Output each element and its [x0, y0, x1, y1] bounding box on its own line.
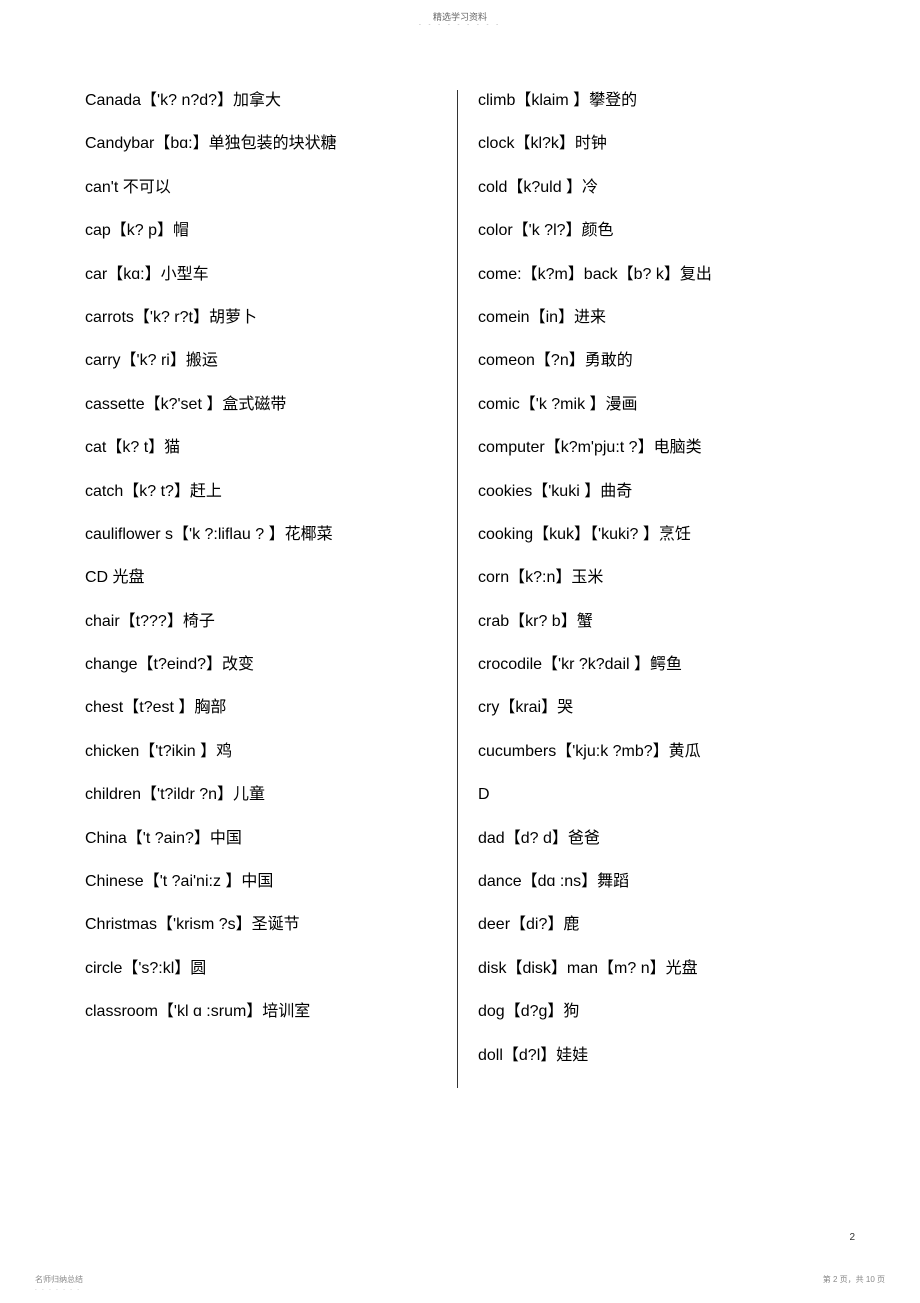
vocab-entry: classroom【'kl ɑ :srum】培训室	[85, 1001, 442, 1023]
vocab-entry: D	[478, 784, 835, 806]
vocab-entry: circle【's?:kl】圆	[85, 958, 442, 980]
vocab-entry: comic【'k ?mik 】漫画	[478, 394, 835, 416]
vocab-entry: CD 光盘	[85, 567, 442, 589]
footer-left-dots: - - - - - - -	[35, 1287, 81, 1293]
vocab-entry: Canada【'k? n?d?】加拿大	[85, 90, 442, 112]
vocab-entry: carry【'k? ri】搬运	[85, 350, 442, 372]
vocab-entry: dance【dɑ :ns】舞蹈	[478, 871, 835, 893]
vocab-entry: Christmas【'krism ?s】圣诞节	[85, 914, 442, 936]
vocab-entry: comeon【?n】勇敢的	[478, 350, 835, 372]
vocab-entry: cry【krai】哭	[478, 697, 835, 719]
header-dots: - - - - - - - - -	[419, 22, 501, 28]
vocab-entry: chest【t?est 】胸部	[85, 697, 442, 719]
vocab-entry: chair【t???】椅子	[85, 611, 442, 633]
vocab-entry: cookies【'kuki 】曲奇	[478, 481, 835, 503]
right-column: climb【klaim 】攀登的 clock【kl?k】时钟 cold【k?ul…	[457, 90, 835, 1088]
vocab-entry: dog【d?g】狗	[478, 1001, 835, 1023]
vocab-entry: car【kɑ:】小型车	[85, 264, 442, 286]
vocab-entry: disk【disk】man【m? n】光盘	[478, 958, 835, 980]
vocab-entry: children【't?ildr ?n】儿童	[85, 784, 442, 806]
vocab-entry: cooking【kuk】【'kuki? 】烹饪	[478, 524, 835, 546]
vocab-entry: deer【di?】鹿	[478, 914, 835, 936]
vocab-entry: clock【kl?k】时钟	[478, 133, 835, 155]
vocab-entry: change【t?eind?】改变	[85, 654, 442, 676]
vocab-entry: can't 不可以	[85, 177, 442, 199]
vocab-entry: crocodile【'kr ?k?dail 】鳄鱼	[478, 654, 835, 676]
vocab-entry: Chinese【't ?ai'ni:z 】中国	[85, 871, 442, 893]
vocab-entry: cap【k? p】帽	[85, 220, 442, 242]
vocab-entry: crab【kr? b】蟹	[478, 611, 835, 633]
vocab-entry: cassette【k?'set 】盒式磁带	[85, 394, 442, 416]
vocab-entry: cucumbers【'kju:k ?mb?】黄瓜	[478, 741, 835, 763]
vocab-entry: come:【k?m】back【b? k】复出	[478, 264, 835, 286]
content-area: Canada【'k? n?d?】加拿大 Candybar【bɑ:】单独包装的块状…	[85, 90, 835, 1088]
footer-left-label: 名师归纳总结	[35, 1274, 83, 1285]
vocab-entry: comein【in】进来	[478, 307, 835, 329]
vocab-entry: cat【k? t】猫	[85, 437, 442, 459]
vocab-entry: climb【klaim 】攀登的	[478, 90, 835, 112]
vocab-entry: chicken【't?ikin 】鸡	[85, 741, 442, 763]
vocab-entry: computer【k?m'pju:t ?】电脑类	[478, 437, 835, 459]
vocab-entry: corn【k?:n】玉米	[478, 567, 835, 589]
left-column: Canada【'k? n?d?】加拿大 Candybar【bɑ:】单独包装的块状…	[85, 90, 457, 1088]
vocab-entry: color【'k ?l?】颜色	[478, 220, 835, 242]
vocab-entry: catch【k? t?】赶上	[85, 481, 442, 503]
vocab-entry: carrots【'k? r?t】胡萝卜	[85, 307, 442, 329]
page-number: 2	[849, 1232, 855, 1243]
vocab-entry: Candybar【bɑ:】单独包装的块状糖	[85, 133, 442, 155]
vocab-entry: dad【d? d】爸爸	[478, 828, 835, 850]
vocab-entry: cold【k?uld 】冷	[478, 177, 835, 199]
footer-right-label: 第 2 页，共 10 页	[823, 1274, 885, 1285]
vocab-entry: doll【d?l】娃娃	[478, 1045, 835, 1067]
vocab-entry: China【't ?ain?】中国	[85, 828, 442, 850]
vocab-entry: cauliflower s【'k ?:liflau ? 】花椰菜	[85, 524, 442, 546]
